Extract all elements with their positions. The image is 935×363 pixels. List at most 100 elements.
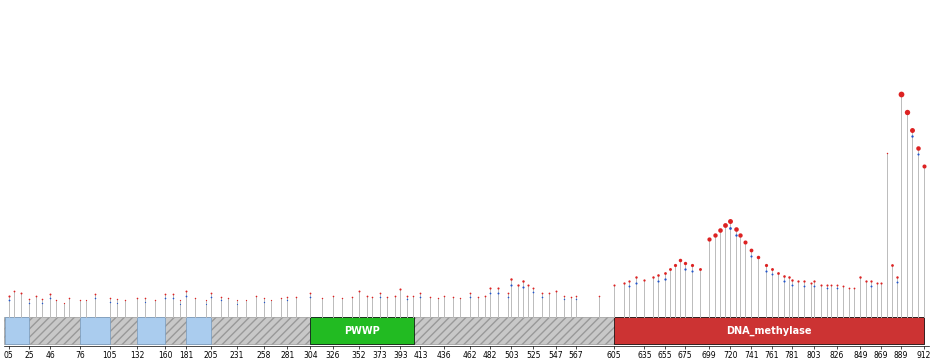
Text: DNA_methylase: DNA_methylase bbox=[726, 326, 812, 336]
Point bbox=[238, 297, 253, 303]
Point bbox=[813, 282, 828, 287]
Point bbox=[1, 297, 16, 303]
Point bbox=[173, 297, 188, 303]
Point bbox=[916, 163, 931, 169]
Point bbox=[28, 293, 43, 298]
Point bbox=[842, 285, 856, 291]
Point bbox=[422, 294, 437, 299]
Point bbox=[829, 285, 844, 291]
Point bbox=[87, 291, 102, 297]
Point bbox=[684, 269, 699, 274]
Point bbox=[22, 296, 36, 302]
Point bbox=[677, 266, 692, 272]
Point bbox=[413, 290, 428, 296]
Point bbox=[280, 297, 295, 303]
Point bbox=[79, 297, 94, 303]
Text: PWWP: PWWP bbox=[344, 326, 381, 336]
Point bbox=[693, 266, 708, 272]
Point bbox=[629, 281, 644, 286]
Point bbox=[393, 286, 408, 292]
Point bbox=[859, 278, 874, 284]
Point bbox=[229, 297, 244, 303]
Point bbox=[807, 278, 822, 284]
Point bbox=[548, 288, 563, 294]
Bar bbox=[310, 317, 333, 344]
Point bbox=[873, 281, 888, 286]
Point bbox=[7, 288, 22, 294]
Point bbox=[102, 299, 117, 305]
Point bbox=[148, 297, 163, 303]
Point bbox=[372, 294, 387, 299]
Point bbox=[911, 145, 926, 151]
Point bbox=[684, 262, 699, 268]
Point bbox=[22, 300, 36, 306]
Point bbox=[526, 289, 541, 295]
Point bbox=[57, 300, 72, 306]
Point bbox=[776, 278, 791, 284]
Point bbox=[764, 271, 779, 277]
Point bbox=[109, 300, 124, 306]
Point bbox=[400, 296, 415, 302]
Point bbox=[668, 262, 683, 268]
Point bbox=[744, 247, 759, 253]
Point bbox=[657, 270, 672, 276]
Point bbox=[35, 300, 50, 306]
Point bbox=[453, 295, 468, 301]
Point bbox=[751, 254, 766, 260]
Point bbox=[637, 277, 652, 283]
Point bbox=[889, 279, 904, 285]
Point bbox=[445, 294, 460, 299]
Point bbox=[203, 290, 218, 296]
Point bbox=[344, 294, 359, 299]
Point bbox=[372, 290, 387, 296]
Point bbox=[622, 278, 637, 284]
Point bbox=[784, 282, 799, 287]
Point bbox=[758, 262, 773, 268]
Point bbox=[303, 294, 318, 299]
Point bbox=[274, 295, 289, 301]
Point bbox=[516, 284, 531, 290]
Point bbox=[869, 281, 884, 286]
Point bbox=[289, 294, 304, 299]
Point bbox=[889, 274, 904, 280]
Point bbox=[677, 260, 692, 266]
Point bbox=[249, 293, 264, 298]
Point bbox=[712, 227, 727, 233]
Point bbox=[463, 290, 478, 296]
Point bbox=[325, 293, 340, 298]
Bar bbox=[4, 317, 924, 344]
Point bbox=[657, 276, 672, 281]
Point bbox=[1, 293, 16, 298]
Point bbox=[728, 232, 743, 238]
Point bbox=[173, 301, 188, 307]
Point bbox=[782, 274, 797, 280]
Bar bbox=[310, 317, 414, 344]
Point bbox=[847, 285, 862, 291]
Point bbox=[770, 270, 785, 276]
Point bbox=[73, 297, 88, 303]
Point bbox=[776, 273, 791, 279]
Bar bbox=[80, 317, 109, 344]
Point bbox=[607, 282, 622, 287]
Point bbox=[137, 295, 152, 301]
Point bbox=[504, 282, 519, 287]
Point bbox=[478, 293, 493, 298]
Point bbox=[482, 290, 497, 296]
Point bbox=[526, 285, 541, 291]
Point bbox=[43, 291, 58, 297]
Point bbox=[622, 283, 637, 289]
Point bbox=[662, 266, 677, 272]
Point bbox=[158, 295, 173, 301]
Point bbox=[198, 297, 213, 303]
Point bbox=[645, 274, 660, 280]
Point bbox=[718, 223, 733, 228]
Point bbox=[352, 288, 367, 294]
Bar bbox=[614, 317, 924, 344]
Point bbox=[807, 283, 822, 289]
Point bbox=[482, 285, 497, 291]
Point bbox=[334, 295, 349, 301]
Point bbox=[165, 291, 180, 297]
Point bbox=[49, 297, 64, 303]
Point bbox=[728, 226, 743, 232]
Point bbox=[158, 291, 173, 297]
